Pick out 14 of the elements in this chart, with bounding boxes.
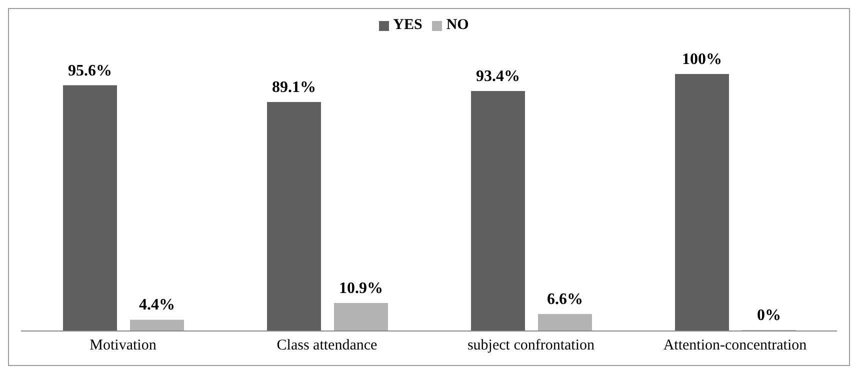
legend-label: YES: [393, 17, 422, 33]
data-label: 95.6%: [68, 62, 112, 80]
data-label: 0%: [757, 307, 781, 324]
data-label: 100%: [682, 51, 722, 68]
data-label: 6.6%: [547, 291, 583, 308]
x-tick-label: Motivation: [90, 338, 157, 354]
data-label: 93.4%: [476, 68, 520, 85]
data-label: 89.1%: [272, 79, 316, 96]
x-tick-label: Class attendance: [276, 338, 378, 354]
data-label: 10.9%: [339, 280, 383, 297]
data-label: 4.4%: [139, 296, 175, 314]
legend-label: NO: [446, 17, 469, 33]
x-tick-label: subject confrontation: [467, 338, 596, 354]
x-tick-label: Attention-concentration: [663, 338, 808, 354]
